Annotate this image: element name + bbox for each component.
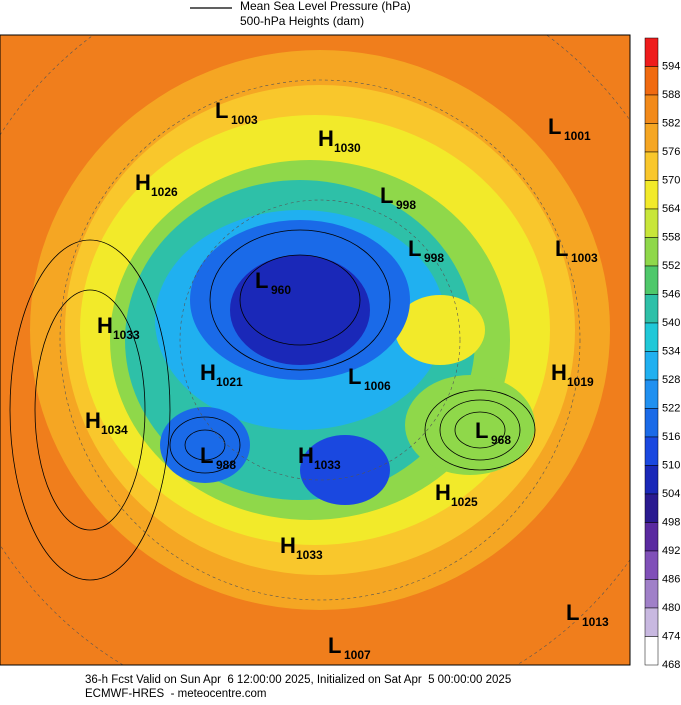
colorbar-box: [644, 94, 659, 124]
center-pressure: 1025: [451, 495, 478, 509]
colorbar-box: [644, 180, 659, 210]
colorbar-box: [644, 636, 659, 666]
center-pressure: 998: [396, 198, 416, 212]
center-pressure: 988: [216, 458, 236, 472]
colorbar-label: 498: [662, 516, 680, 528]
colorbar: 594 588 582 576 570 564 558 552 546 540 534 528 522 5…: [644, 37, 680, 671]
center-pressure: 1026: [151, 185, 178, 199]
colorbar-box: [644, 37, 659, 67]
colorbar-label: 582: [662, 117, 680, 129]
colorbar-label: 504: [662, 488, 680, 500]
colorbar-box: [644, 66, 659, 96]
colorbar-box: [644, 294, 659, 324]
colorbar-label: 540: [662, 317, 680, 329]
colorbar-label: 576: [662, 146, 680, 158]
center-pressure: 968: [491, 433, 511, 447]
center-letter: L: [555, 236, 568, 261]
footer-line: ECMWF-HRES - meteocentre.com: [85, 688, 266, 700]
colorbar-box: [644, 123, 659, 153]
center-letter: L: [200, 443, 213, 468]
colorbar-label: 588: [662, 89, 680, 101]
center-pressure: 1001: [564, 129, 591, 143]
center-pressure: 1007: [344, 648, 371, 662]
center-pressure: 1033: [314, 458, 341, 472]
center-pressure: 1003: [231, 113, 258, 127]
center-pressure: 1003: [571, 251, 598, 265]
center-letter: H: [318, 126, 334, 151]
center-pressure: 1033: [296, 548, 323, 562]
colorbar-label: 558: [662, 231, 680, 243]
colorbar-label: 534: [662, 345, 680, 357]
center-letter: H: [298, 443, 314, 468]
center-letter: H: [97, 313, 113, 338]
colorbar-box: [644, 550, 659, 580]
center-pressure: 960: [271, 283, 291, 297]
center-letter: H: [135, 170, 151, 195]
colorbar-label: 528: [662, 374, 680, 386]
colorbar-label: 468: [662, 659, 680, 671]
colorbar-label: 516: [662, 431, 680, 443]
center-pressure: 1013: [582, 615, 609, 629]
center-letter: L: [380, 183, 393, 208]
colorbar-box: [644, 408, 659, 438]
colorbar-box: [644, 351, 659, 381]
colorbar-box: [644, 522, 659, 552]
colorbar-label: 564: [662, 203, 680, 215]
legend-title: Mean Sea Level Pressure (hPa): [240, 0, 411, 13]
center-pressure: 1030: [334, 141, 361, 155]
center-letter: H: [200, 360, 216, 385]
colorbar-box: [644, 436, 659, 466]
colorbar-box: [644, 208, 659, 238]
colorbar-label: 552: [662, 260, 680, 272]
colorbar-label: 474: [662, 630, 680, 642]
legend-subtitle: 500-hPa Heights (dam): [240, 14, 364, 28]
center-letter: L: [566, 600, 579, 625]
center-letter: L: [548, 114, 561, 139]
center-letter: L: [475, 418, 488, 443]
footer-line: 36-h Fcst Valid on Sun Apr 6 12:00:00 20…: [85, 674, 511, 686]
center-letter: H: [551, 360, 567, 385]
colorbar-box: [644, 579, 659, 609]
center-letter: H: [85, 408, 101, 433]
center-pressure: 1006: [364, 379, 391, 393]
colorbar-label: 522: [662, 402, 680, 414]
colorbar-box: [644, 265, 659, 295]
colorbar-box: [644, 607, 659, 637]
colorbar-box: [644, 322, 659, 352]
center-pressure: 998: [424, 251, 444, 265]
colorbar-box: [644, 493, 659, 523]
center-letter: L: [255, 268, 268, 293]
center-pressure: 1021: [216, 375, 243, 389]
colorbar-box: [644, 379, 659, 409]
colorbar-box: [644, 237, 659, 267]
center-letter: L: [328, 633, 341, 658]
center-letter: L: [348, 364, 361, 389]
center-letter: L: [215, 98, 228, 123]
colorbar-label: 510: [662, 459, 680, 471]
colorbar-label: 570: [662, 174, 680, 186]
center-letter: L: [408, 236, 421, 261]
colorbar-label: 480: [662, 602, 680, 614]
colorbar-box: [644, 465, 659, 495]
colorbar-label: 594: [662, 60, 680, 72]
center-letter: H: [435, 480, 451, 505]
map-frame: [0, 34, 631, 666]
center-letter: H: [280, 533, 296, 558]
colorbar-label: 486: [662, 573, 680, 585]
colorbar-box: [644, 151, 659, 181]
colorbar-label: 546: [662, 288, 680, 300]
colorbar-label: 492: [662, 545, 680, 557]
center-pressure: 1019: [567, 375, 594, 389]
center-pressure: 1034: [101, 423, 128, 437]
center-pressure: 1033: [113, 328, 140, 342]
